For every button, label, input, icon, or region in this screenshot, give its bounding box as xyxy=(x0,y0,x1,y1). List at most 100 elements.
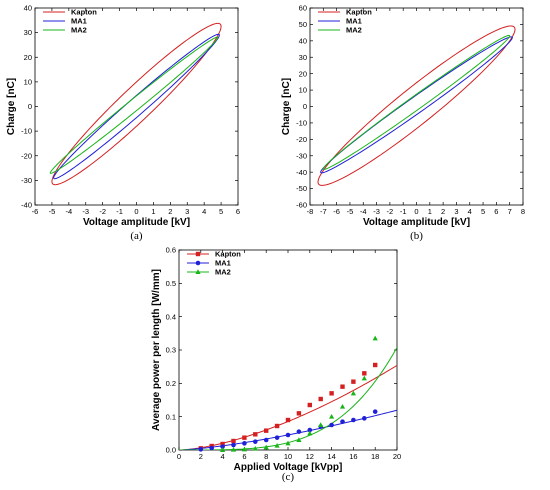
data-point-ma2 xyxy=(372,335,378,341)
data-point-kapton xyxy=(253,432,258,437)
data-point-kapton xyxy=(242,435,247,440)
legend-label-ma2: MA2 xyxy=(215,268,231,277)
x-axis-label: Voltage amplitude [kV] xyxy=(83,217,190,228)
x-tick-label: 6 xyxy=(494,207,498,216)
y-tick-label: 20 xyxy=(24,53,32,62)
y-tick-label: -20 xyxy=(21,151,32,160)
data-point-kapton xyxy=(285,417,291,423)
y-tick-label: 10 xyxy=(299,86,307,95)
x-tick-label: -8 xyxy=(307,207,314,216)
legend-label-ma1: MA1 xyxy=(71,17,87,26)
plot-area xyxy=(317,25,516,186)
data-point-ma2 xyxy=(350,390,356,396)
data-point-ma2 xyxy=(241,446,247,452)
y-tick-label: 0.5 xyxy=(166,279,176,288)
loop-kapton xyxy=(51,22,222,186)
data-point-ma1 xyxy=(198,447,204,452)
x-tick-label: -6 xyxy=(333,207,340,216)
x-axis-label: Voltage amplitude [kV] xyxy=(363,217,470,228)
loop-ma2 xyxy=(322,34,511,170)
x-tick-label: 12 xyxy=(306,452,314,461)
legend-marker-kapton xyxy=(195,251,201,257)
panel-label: (b) xyxy=(410,230,423,242)
data-point-ma2 xyxy=(361,375,367,381)
y-tick-label: -40 xyxy=(21,201,32,210)
data-point-ma1 xyxy=(253,439,258,444)
y-tick-label: 50 xyxy=(299,20,307,29)
x-tick-label: -4 xyxy=(360,207,367,216)
data-point-ma1 xyxy=(242,441,247,446)
legend-label-kapton: Kapton xyxy=(215,250,241,259)
data-point-ma2 xyxy=(339,403,346,409)
x-tick-label: -5 xyxy=(49,207,56,216)
y-tick-label: 30 xyxy=(299,53,307,62)
data-point-ma1 xyxy=(351,417,356,423)
data-point-kapton xyxy=(220,441,225,447)
y-tick-label: -10 xyxy=(296,119,307,128)
x-tick-label: 5 xyxy=(481,207,485,216)
y-tick-label: 20 xyxy=(299,69,307,78)
plot-area xyxy=(49,22,222,186)
data-point-ma2 xyxy=(230,446,237,452)
legend-marker-ma2 xyxy=(195,269,201,274)
legend-marker-ma1 xyxy=(195,260,201,266)
loop-ma2 xyxy=(49,36,219,174)
x-tick-label: -1 xyxy=(400,207,407,216)
data-point-ma1 xyxy=(263,437,269,443)
data-point-kapton xyxy=(373,362,378,368)
panel-c-power-voltage-chart: 0 2 4 6 8 10 12 14 16 18 20 0.0 0.1 0.2 0.3 0.4 0.5 0.6 Ap… xyxy=(151,246,401,483)
data-point-ma1 xyxy=(362,416,367,421)
y-tick-label: -60 xyxy=(296,201,307,210)
plot-frame xyxy=(34,7,239,206)
y-tick-label: 0 xyxy=(28,102,32,111)
x-tick-label: 2 xyxy=(199,452,203,461)
data-point-ma1 xyxy=(372,409,378,414)
x-tick-label: 8 xyxy=(521,207,525,216)
loop-kapton xyxy=(317,25,516,186)
data-point-kapton xyxy=(340,384,345,389)
x-tick-label: -6 xyxy=(32,207,39,216)
y-tick-label: 0.6 xyxy=(166,246,176,255)
x-tick-label: 18 xyxy=(371,452,379,461)
y-tick-label: 10 xyxy=(24,77,32,86)
legend-label-ma1: MA1 xyxy=(346,17,362,26)
y-tick-label: -40 xyxy=(296,168,307,177)
data-point-ma1 xyxy=(209,445,214,451)
data-point-ma1 xyxy=(296,429,302,434)
y-tick-label: -10 xyxy=(21,127,32,136)
legend-label-ma2: MA2 xyxy=(346,26,362,35)
x-tick-label: 6 xyxy=(236,207,240,216)
x-tick-label: 1 xyxy=(151,207,155,216)
x-tick-label: 1 xyxy=(428,207,432,216)
x-tick-label: 0 xyxy=(177,452,181,461)
x-tick-label: 2 xyxy=(168,207,172,216)
data-point-kapton xyxy=(231,438,236,444)
x-axis-label: Applied Voltage [kVpp] xyxy=(234,462,343,473)
x-tick-label: -3 xyxy=(82,207,89,216)
data-point-ma1 xyxy=(329,422,334,428)
data-point-kapton xyxy=(307,402,312,408)
x-tick-label: 5 xyxy=(219,207,223,216)
panel-a-charge-voltage-chart: -6 -5 -4 -3 -2 -1 0 1 2 3 4 5 6-40-30-20-10010203040… xyxy=(6,4,240,242)
x-tick-label: 6 xyxy=(242,452,246,461)
x-tick-label: 2 xyxy=(441,207,445,216)
data-point-ma1 xyxy=(274,435,280,440)
data-point-kapton xyxy=(274,423,280,429)
x-tick-label: -4 xyxy=(65,207,72,216)
data-point-kapton xyxy=(318,396,323,402)
y-tick-label: 0.1 xyxy=(166,412,176,421)
x-tick-label: 20 xyxy=(393,452,401,461)
x-tick-label: 4 xyxy=(468,207,472,216)
data-point-ma2 xyxy=(318,422,324,427)
data-point-ma2 xyxy=(296,437,302,442)
legend-label-kapton: Kapton xyxy=(346,8,372,17)
loop-ma1 xyxy=(320,36,513,174)
data-point-ma2 xyxy=(307,430,313,436)
x-tick-label: -2 xyxy=(387,207,394,216)
y-axis-label: Charge [nC] xyxy=(6,78,17,135)
data-point-kapton xyxy=(264,428,269,433)
legend-label-ma2: MA2 xyxy=(71,26,87,35)
y-tick-label: 60 xyxy=(299,4,307,13)
legend-label-kapton: Kapton xyxy=(71,8,97,17)
